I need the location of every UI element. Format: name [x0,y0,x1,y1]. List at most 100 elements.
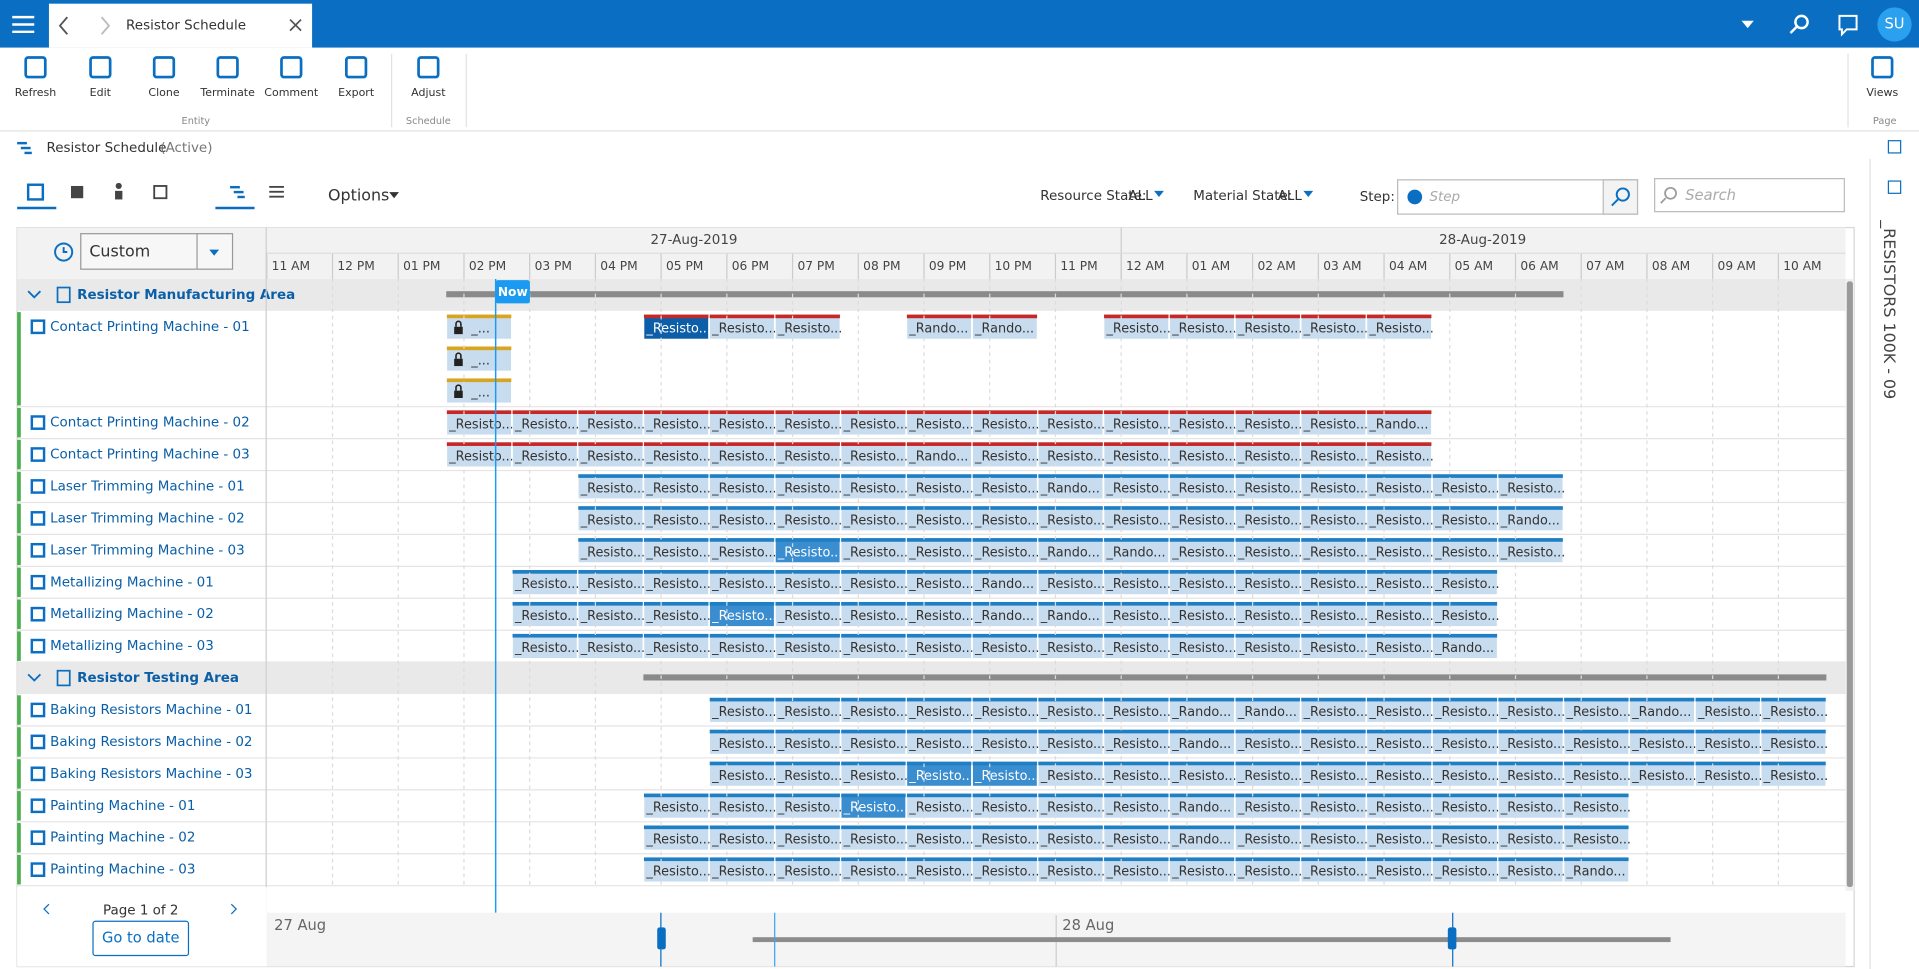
task[interactable]: _Resisto... [775,442,842,468]
task[interactable]: _Resisto... [643,538,711,563]
task[interactable]: _Resisto... [1103,761,1171,787]
task[interactable]: _Resisto... [1169,474,1237,499]
task[interactable]: _Resisto... [643,633,711,659]
task[interactable]: _Resisto... [1432,601,1500,627]
task[interactable]: _Resisto... [972,506,1040,531]
resource-name[interactable]: Metallizing Machine - 03 [50,639,214,654]
task[interactable]: _Resisto... [906,697,974,723]
task[interactable]: _Resisto... [1366,570,1434,595]
task[interactable]: _Resisto... [1432,793,1500,819]
resource-name[interactable]: Baking Resistors Machine - 03 [50,767,252,782]
task[interactable]: _Resisto... [1235,793,1302,819]
task[interactable]: _Resisto... [1563,697,1631,723]
task[interactable]: _Resisto... [775,474,842,499]
task[interactable]: _Resisto... [1300,697,1368,723]
resource-name[interactable]: Baking Resistors Machine - 01 [50,703,252,718]
resource-name[interactable]: Laser Trimming Machine - 01 [50,479,245,494]
resource-name[interactable]: Metallizing Machine - 01 [50,575,214,590]
task[interactable]: _Resisto... [1300,538,1368,563]
task[interactable]: _Resisto... [840,506,908,531]
task[interactable]: _Resisto... [1235,474,1302,499]
task[interactable]: _Resisto... [1300,729,1368,755]
task[interactable]: _Resisto... [840,474,908,499]
task[interactable]: _Resisto... [906,410,974,436]
task[interactable]: _Resisto... [1235,570,1302,595]
task[interactable]: _Resisto... [1235,506,1302,531]
task[interactable]: _Resisto... [1366,538,1434,563]
task[interactable]: _Resisto... [1300,506,1368,531]
task[interactable]: _Resisto... [1169,601,1237,627]
task[interactable]: _Resisto... [709,729,777,755]
task[interactable]: _Resisto... [906,857,974,883]
task[interactable]: _Resisto... [446,410,514,436]
task[interactable]: _Resisto... [775,633,842,659]
search-input[interactable] [1654,178,1845,213]
task[interactable]: _Resisto... [775,601,842,627]
collapse-icon[interactable] [27,290,42,299]
prev-page[interactable] [43,903,50,915]
task[interactable]: _Resisto... [1235,410,1302,436]
task[interactable]: _Resisto... [1169,314,1237,340]
material-state-value[interactable]: ALL [1278,189,1303,204]
task[interactable]: _Resisto... [1038,410,1105,436]
task[interactable]: _Resisto... [775,729,842,755]
scroll-thumb[interactable] [1846,281,1853,888]
forward-icon[interactable] [100,16,111,35]
task[interactable]: _Resisto... [906,538,974,563]
view-list-icon[interactable] [269,185,284,198]
task[interactable]: _Resisto... [1235,761,1302,787]
task[interactable]: _Resisto... [1366,314,1434,340]
task[interactable]: _Resisto... [1498,857,1565,883]
task[interactable]: _Resisto... [643,857,711,883]
task[interactable]: _Rando... [1629,697,1695,723]
task[interactable]: _Resisto... [1169,538,1237,563]
task[interactable]: _Resisto... [512,442,580,468]
side-panel-toggle[interactable] [1887,180,1902,194]
resource-state-value[interactable]: ALL [1128,189,1153,204]
task[interactable]: _Resisto... [1432,538,1500,563]
task[interactable]: _Resisto... [512,633,580,659]
task[interactable]: _Resisto... [775,761,842,787]
go-to-date-button[interactable] [92,920,190,957]
task[interactable]: _Resisto... [643,442,711,468]
task[interactable]: _Rando... [1498,506,1564,531]
task[interactable]: _Resisto... [709,793,777,819]
task[interactable]: _Resisto... [906,474,974,499]
next-page[interactable] [230,903,238,915]
task[interactable]: _Rando... [1038,474,1104,499]
task[interactable]: _Resisto... [643,314,711,340]
task[interactable]: _Resisto... [1300,601,1368,627]
task[interactable]: _Resisto... [1038,442,1105,468]
close-icon[interactable] [289,18,302,32]
task[interactable]: _Resisto... [1038,729,1105,755]
task[interactable]: _Resisto... [972,761,1040,787]
step-search-button[interactable] [1602,179,1639,215]
task[interactable]: _Resisto... [775,538,842,563]
view-gantt-icon[interactable] [26,183,45,201]
task[interactable]: _Resisto... [1103,729,1171,755]
task[interactable]: _Resisto... [643,410,711,436]
task[interactable]: _Resisto... [1235,633,1302,659]
task[interactable]: _Resisto... [1432,697,1500,723]
dropdown-icon[interactable] [1741,20,1754,29]
task[interactable]: _Resisto... [1169,761,1237,787]
task[interactable]: _Resisto... [840,697,908,723]
task[interactable]: _Resisto... [446,442,514,468]
resource-name[interactable]: Painting Machine - 02 [50,831,195,846]
task[interactable]: _Rando... [1235,697,1301,723]
task[interactable]: _Resisto... [972,410,1040,436]
options-menu[interactable]: Options [328,185,389,204]
task[interactable]: _Resisto... [1629,729,1697,755]
task[interactable]: _Resisto... [1300,761,1368,787]
overview-handle[interactable] [657,927,666,950]
resource-name[interactable]: Contact Printing Machine - 01 [50,320,250,335]
task[interactable]: _Rando... [1169,825,1235,851]
task[interactable]: _Resisto... [512,410,580,436]
task[interactable]: _Resisto... [972,697,1040,723]
task[interactable]: _Resisto... [906,633,974,659]
task[interactable]: _Resisto... [840,857,908,883]
task[interactable]: _Rando... [1432,633,1498,659]
task[interactable]: _Resisto... [1498,538,1565,563]
task[interactable]: _Resisto... [1038,825,1105,851]
task[interactable]: _Resisto... [1366,506,1434,531]
